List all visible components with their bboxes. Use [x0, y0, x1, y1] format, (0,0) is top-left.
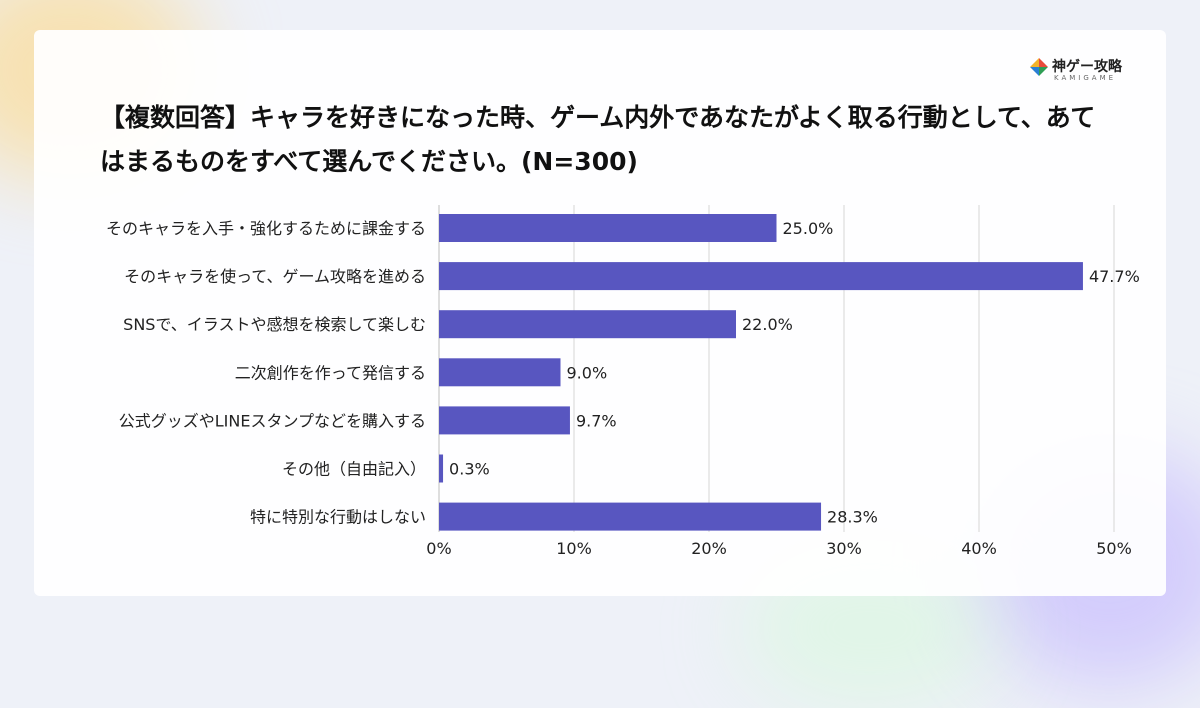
logo-subtitle: KAMIGAME [1054, 74, 1117, 82]
bar [439, 502, 822, 531]
category-label: 二次創作を作って発信する [235, 363, 426, 382]
category-label: 特に特別な行動はしない [250, 508, 426, 527]
chart-title: 【複数回答】キャラを好きになった時、ゲーム内外であなたがよく取る行動として、あて… [100, 103, 1096, 176]
value-label: 22.0% [742, 315, 793, 334]
kamigame-logo-icon [1030, 58, 1048, 76]
bar [439, 454, 444, 483]
value-label: 28.3% [827, 508, 878, 527]
category-label: そのキャラを使って、ゲーム攻略を進める [124, 267, 426, 286]
x-tick-label: 40% [961, 539, 997, 558]
value-label: 9.0% [567, 363, 608, 382]
value-label: 9.7% [576, 411, 617, 430]
category-label: その他（自由記入） [282, 460, 426, 479]
bar [439, 358, 561, 387]
bar [439, 262, 1083, 291]
value-label: 0.3% [449, 460, 490, 479]
value-label: 25.0% [783, 219, 834, 238]
x-tick-label: 0% [426, 539, 451, 558]
brand-logo: 神ゲー攻略 KAMIGAME [1030, 56, 1140, 88]
x-tick-label: 30% [826, 539, 862, 558]
category-label: SNSで、イラストや感想を検索して楽しむ [123, 315, 426, 334]
bar-chart: 0% 10% 20% 30% 40% 50% そのキャラを入手・強化するために課金する 25.… [106, 205, 1140, 558]
category-label: 公式グッズやLINEスタンプなどを購入する [119, 411, 426, 430]
logo-name: 神ゲー攻略 [1052, 59, 1122, 75]
bar [439, 214, 777, 242]
x-tick-label: 50% [1096, 539, 1132, 558]
value-label: 47.7% [1089, 267, 1140, 286]
x-tick-label: 10% [556, 539, 592, 558]
bar [439, 406, 570, 435]
x-tick-label: 20% [691, 539, 727, 558]
category-label: そのキャラを入手・強化するために課金する [106, 219, 426, 238]
bar [439, 310, 736, 339]
